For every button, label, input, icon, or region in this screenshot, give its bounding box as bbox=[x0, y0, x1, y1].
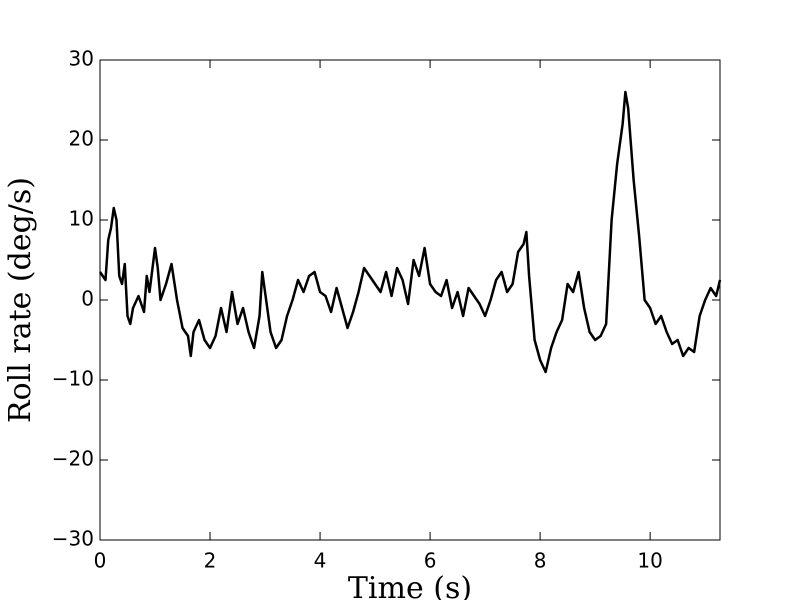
x-axis-label: Time (s) bbox=[348, 571, 472, 600]
x-tick-label: 4 bbox=[314, 549, 327, 573]
y-tick-label: −30 bbox=[52, 527, 94, 551]
x-tick-label: 0 bbox=[94, 549, 107, 573]
plot-frame bbox=[99, 59, 721, 541]
y-tick-label: −10 bbox=[52, 367, 94, 391]
y-tick-label: −20 bbox=[52, 447, 94, 471]
y-axis-label: Roll rate (deg/s) bbox=[3, 177, 38, 423]
x-tick-label: 6 bbox=[424, 549, 437, 573]
y-tick-label: 30 bbox=[69, 47, 94, 71]
y-tick-label: 10 bbox=[69, 207, 94, 231]
data-line bbox=[98, 90, 722, 374]
x-tick-label: 10 bbox=[637, 549, 662, 573]
y-tick-label: 20 bbox=[69, 127, 94, 151]
x-tick-label: 8 bbox=[534, 549, 547, 573]
x-tick-label: 2 bbox=[204, 549, 217, 573]
y-tick-label: 0 bbox=[81, 287, 94, 311]
